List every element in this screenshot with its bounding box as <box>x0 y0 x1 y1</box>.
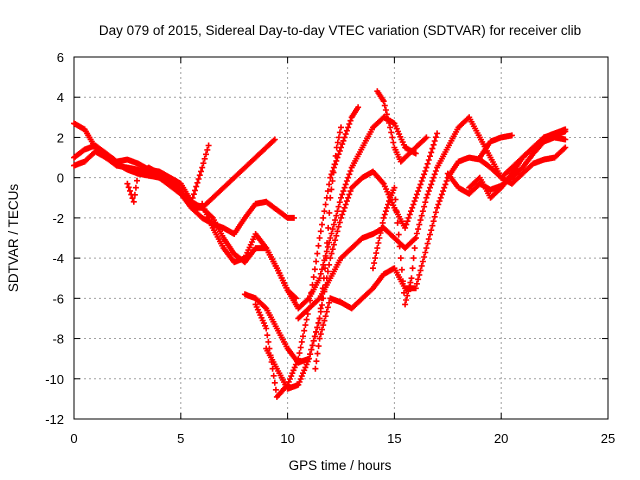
series-markers <box>124 164 300 302</box>
series-trace-3 <box>71 148 297 237</box>
y-tick-label: -2 <box>52 211 64 226</box>
y-tick-label: -10 <box>45 372 64 387</box>
series-trace-7 <box>241 130 441 366</box>
plot-frame <box>73 56 609 420</box>
series-markers <box>199 114 419 312</box>
series-trace-12 <box>374 88 430 165</box>
y-axis-label: SDTVAR / TECUs <box>6 184 21 293</box>
series-trace-8 <box>263 124 344 392</box>
series-markers <box>476 132 515 161</box>
x-tick-label: 20 <box>494 431 508 446</box>
series-markers <box>466 126 569 201</box>
series-trace-6 <box>252 104 362 400</box>
chart-title: Day 079 of 2015, Sidereal Day-to-day VTE… <box>99 23 581 38</box>
x-tick-label: 10 <box>280 431 294 446</box>
y-tick-label: 0 <box>57 171 64 186</box>
series-trace-11 <box>370 184 419 308</box>
series-markers <box>71 136 278 211</box>
series-trace-14 <box>466 126 569 201</box>
y-tick-label: -12 <box>45 412 64 427</box>
series-markers <box>374 88 430 165</box>
x-axis-label: GPS time / hours <box>289 458 392 473</box>
series-markers <box>263 124 344 392</box>
series-trace-2 <box>71 136 278 211</box>
x-tick-label: 15 <box>387 431 401 446</box>
y-tick-label: -4 <box>52 251 64 266</box>
y-tick-label: 6 <box>57 50 64 65</box>
series-trace-15 <box>476 132 515 161</box>
x-tick-label: 5 <box>177 431 184 446</box>
data-points <box>71 88 569 400</box>
series-markers <box>71 148 297 237</box>
y-tick-label: -8 <box>52 332 64 347</box>
series-markers <box>241 130 441 366</box>
series-trace-4 <box>124 164 300 302</box>
grid <box>74 57 608 419</box>
y-tick-label: 4 <box>57 90 64 105</box>
series-markers <box>252 104 362 400</box>
y-tick-label: 2 <box>57 130 64 145</box>
x-tick-label: 25 <box>601 431 615 446</box>
series-markers <box>370 184 419 308</box>
y-tick-label: -6 <box>52 291 64 306</box>
series-trace-5 <box>199 114 419 312</box>
x-tick-label: 0 <box>70 431 77 446</box>
axis-ticks: 0 5 10 15 20 25 -12 -10 -8 -6 -4 -2 0 2 4 6 <box>45 50 615 446</box>
